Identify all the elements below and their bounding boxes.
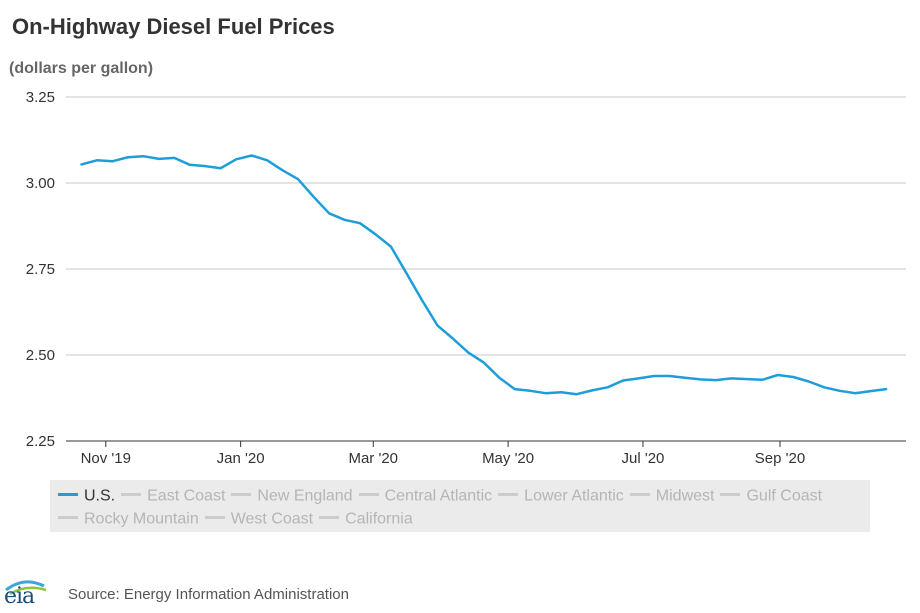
x-tick-label: May '20 xyxy=(482,450,534,467)
legend-item[interactable]: California xyxy=(319,507,413,530)
legend-label: New England xyxy=(257,487,353,505)
legend-label: East Coast xyxy=(147,487,226,505)
grid-lines xyxy=(66,96,906,356)
legend-label: Central Atlantic xyxy=(384,487,493,505)
y-tick-label: 2.25 xyxy=(26,433,55,450)
legend-swatch xyxy=(58,492,78,496)
legend-swatch xyxy=(319,516,340,520)
legend-label: West Coast xyxy=(230,510,314,528)
y-axis-unit-label: (dollars per gallon) xyxy=(9,60,154,77)
legend-item[interactable]: Gulf Coast xyxy=(720,484,822,507)
y-tick-label: 3.25 xyxy=(26,89,55,106)
legend-swatch xyxy=(204,516,225,520)
y-tick-label: 2.50 xyxy=(26,347,55,364)
legend-swatch xyxy=(358,492,379,496)
legend: U.S. East Coast New England Central Atlanti… xyxy=(50,480,870,532)
series-line xyxy=(80,154,888,396)
eia-logo: eia xyxy=(2,578,58,610)
legend-swatch xyxy=(231,492,252,496)
legend-swatch xyxy=(121,492,142,496)
chart-title: On-Highway Diesel Fuel Prices xyxy=(12,14,335,39)
legend-item[interactable]: Lower Atlantic xyxy=(498,484,624,507)
axes: 2.25 2.50 2.75 3.00 3.25 Nov '19 Jan '20 Mar '2… xyxy=(26,89,906,467)
legend-item[interactable]: West Coast xyxy=(204,507,314,530)
source-text: Source: Energy Information Administratio… xyxy=(68,585,349,603)
legend-item[interactable]: Central Atlantic xyxy=(358,484,493,507)
legend-label: Rocky Mountain xyxy=(84,510,199,528)
legend-swatch xyxy=(720,492,741,496)
legend-swatch xyxy=(629,492,650,496)
x-tick-label: Nov '19 xyxy=(81,450,131,467)
legend-label: California xyxy=(345,510,413,528)
legend-swatch xyxy=(58,516,78,520)
legend-label: Midwest xyxy=(655,487,715,505)
y-tick-label: 2.75 xyxy=(26,261,55,278)
legend-swatch xyxy=(498,492,519,496)
eia-logo-text: eia xyxy=(4,584,35,609)
x-tick-label: Jul '20 xyxy=(622,450,665,467)
series-layer xyxy=(80,154,888,396)
legend-label: U.S. xyxy=(84,487,116,505)
legend-item[interactable]: Rocky Mountain xyxy=(58,507,199,530)
x-tick-label: Mar '20 xyxy=(348,450,398,467)
line-chart: 2.25 2.50 2.75 3.00 3.25 Nov '19 Jan '20 Mar '2… xyxy=(26,89,906,467)
legend-item[interactable]: New England xyxy=(231,484,353,507)
legend-label: Gulf Coast xyxy=(746,487,823,505)
eia-swoosh-icon xyxy=(5,580,47,596)
legend-item[interactable]: East Coast xyxy=(121,484,225,507)
legend-item[interactable]: Midwest xyxy=(629,484,715,507)
x-tick-label: Jan '20 xyxy=(217,450,265,467)
y-tick-label: 3.00 xyxy=(26,175,55,192)
legend-item[interactable]: U.S. xyxy=(58,484,115,507)
source-footer: eia Source: Energy Information Administr… xyxy=(0,578,349,610)
legend-label: Lower Atlantic xyxy=(524,487,624,505)
x-tick-label: Sep '20 xyxy=(755,450,805,467)
